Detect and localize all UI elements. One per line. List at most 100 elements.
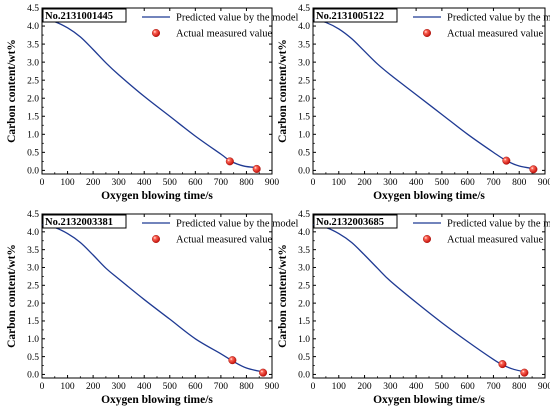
actual-point xyxy=(228,356,237,365)
x-tick-label: 800 xyxy=(512,382,527,392)
x-tick-label: 100 xyxy=(332,178,347,188)
x-tick-label: 300 xyxy=(112,382,127,392)
x-axis-title: Oxygen blowing time/s xyxy=(373,190,485,202)
y-tick-label: 1.5 xyxy=(27,112,39,122)
legend-label-predicted: Predicted value by the model xyxy=(447,219,550,230)
x-tick-label: 100 xyxy=(60,382,75,392)
y-tick-label: 2.0 xyxy=(27,94,39,104)
y-tick-label: 2.0 xyxy=(298,94,310,104)
y-tick-label: 0.5 xyxy=(298,149,310,159)
actual-point xyxy=(529,165,538,174)
x-tick-label: 300 xyxy=(112,178,127,188)
panel-id-label: No.2131001445 xyxy=(45,11,113,22)
actual-point xyxy=(502,156,511,165)
y-tick-label: 4.5 xyxy=(27,210,39,220)
x-axis-title: Oxygen blowing time/s xyxy=(373,394,485,406)
x-tick-label: 700 xyxy=(214,178,229,188)
y-axis-title: Carbon content/wt% xyxy=(277,39,289,143)
x-tick-label: 800 xyxy=(239,382,254,392)
legend-label-actual: Actual measured value xyxy=(447,235,544,246)
y-tick-label: 2.5 xyxy=(27,282,39,292)
x-tick-label: 0 xyxy=(311,178,316,188)
y-tick-label: 4.0 xyxy=(27,22,39,32)
y-tick-label: 1.0 xyxy=(27,131,39,141)
panel-id-box xyxy=(313,8,398,23)
y-tick-label: 1.0 xyxy=(298,335,310,345)
actual-point xyxy=(225,157,234,166)
panel-id-box xyxy=(42,8,127,23)
x-axis-title: Oxygen blowing time/s xyxy=(101,394,213,406)
x-tick-label: 500 xyxy=(163,178,178,188)
actual-point xyxy=(259,368,268,377)
actual-point xyxy=(498,360,507,369)
y-axis-title: Carbon content/wt% xyxy=(6,39,18,143)
x-tick-label: 500 xyxy=(163,382,178,392)
x-tick-label: 600 xyxy=(461,178,476,188)
x-tick-label: 100 xyxy=(60,178,75,188)
x-tick-label: 600 xyxy=(188,178,203,188)
y-tick-label: 2.5 xyxy=(298,76,310,86)
x-tick-label: 0 xyxy=(40,178,45,188)
x-tick-label: 700 xyxy=(486,178,501,188)
y-tick-label: 4.5 xyxy=(298,210,310,220)
x-tick-label: 500 xyxy=(435,382,450,392)
panel-id-label: No.2132003381 xyxy=(45,217,113,228)
x-tick-label: 600 xyxy=(461,382,476,392)
y-tick-label: 3.0 xyxy=(27,264,39,274)
x-tick-label: 200 xyxy=(86,382,101,392)
x-tick-label: 100 xyxy=(332,382,347,392)
x-tick-label: 900 xyxy=(265,382,280,392)
y-tick-label: 0.5 xyxy=(27,149,39,159)
x-tick-label: 800 xyxy=(512,178,527,188)
actual-point xyxy=(520,368,529,377)
chart-panel-3: 0 100 200 300 400 500 600 700 800 900 0.0 0.5 1.0 1.5… xyxy=(6,210,299,406)
y-tick-label: 4.5 xyxy=(27,4,39,14)
y-tick-label: 1.5 xyxy=(27,317,39,327)
predicted-series-line xyxy=(42,224,264,373)
chart-panel-4: 0 100 200 300 400 500 600 700 800 900 0.0 0.5 1.0 1.5… xyxy=(277,210,550,406)
legend-label-predicted: Predicted value by the model xyxy=(447,13,550,24)
x-tick-label: 200 xyxy=(357,178,372,188)
panel-id-label: No.2132003685 xyxy=(316,217,384,228)
y-tick-label: 3.5 xyxy=(27,40,39,50)
y-tick-label: 1.0 xyxy=(298,131,310,141)
y-tick-label: 0.0 xyxy=(298,371,310,381)
y-tick-label: 4.0 xyxy=(298,228,310,238)
y-tick-label: 2.5 xyxy=(298,282,310,292)
x-tick-label: 800 xyxy=(239,178,254,188)
y-tick-label: 1.5 xyxy=(298,317,310,327)
legend-label-actual: Actual measured value xyxy=(176,235,273,246)
y-axis-title: Carbon content/wt% xyxy=(6,244,18,348)
x-tick-label: 0 xyxy=(311,382,316,392)
y-tick-label: 0.0 xyxy=(298,167,310,177)
x-tick-label: 200 xyxy=(86,178,101,188)
y-tick-label: 0.0 xyxy=(27,167,39,177)
y-tick-label: 3.0 xyxy=(27,58,39,68)
legend-label-actual: Actual measured value xyxy=(447,29,544,40)
predicted-series-line xyxy=(313,224,525,373)
x-tick-label: 700 xyxy=(214,382,229,392)
y-tick-label: 0.5 xyxy=(298,353,310,363)
y-axis-title: Carbon content/wt% xyxy=(277,244,289,348)
y-tick-label: 3.0 xyxy=(298,58,310,68)
panel-id-box xyxy=(42,214,127,229)
x-tick-label: 300 xyxy=(383,382,398,392)
legend-point-swatch xyxy=(423,234,432,243)
legend-point-swatch xyxy=(151,234,160,243)
x-tick-label: 900 xyxy=(265,178,280,188)
y-tick-label: 0.0 xyxy=(27,371,39,381)
panel-id-label: No.2131005122 xyxy=(316,11,384,22)
legend-point-swatch xyxy=(423,29,432,38)
y-tick-label: 2.0 xyxy=(298,299,310,309)
y-tick-label: 3.0 xyxy=(298,264,310,274)
legend-label-predicted: Predicted value by the model xyxy=(176,13,299,24)
x-tick-label: 0 xyxy=(40,382,45,392)
x-tick-label: 400 xyxy=(137,382,152,392)
legend-label-predicted: Predicted value by the model xyxy=(176,219,299,230)
actual-point xyxy=(252,164,261,173)
y-tick-label: 3.5 xyxy=(298,40,310,50)
x-axis-title: Oxygen blowing time/s xyxy=(101,190,213,202)
panel-id-box xyxy=(313,214,398,229)
